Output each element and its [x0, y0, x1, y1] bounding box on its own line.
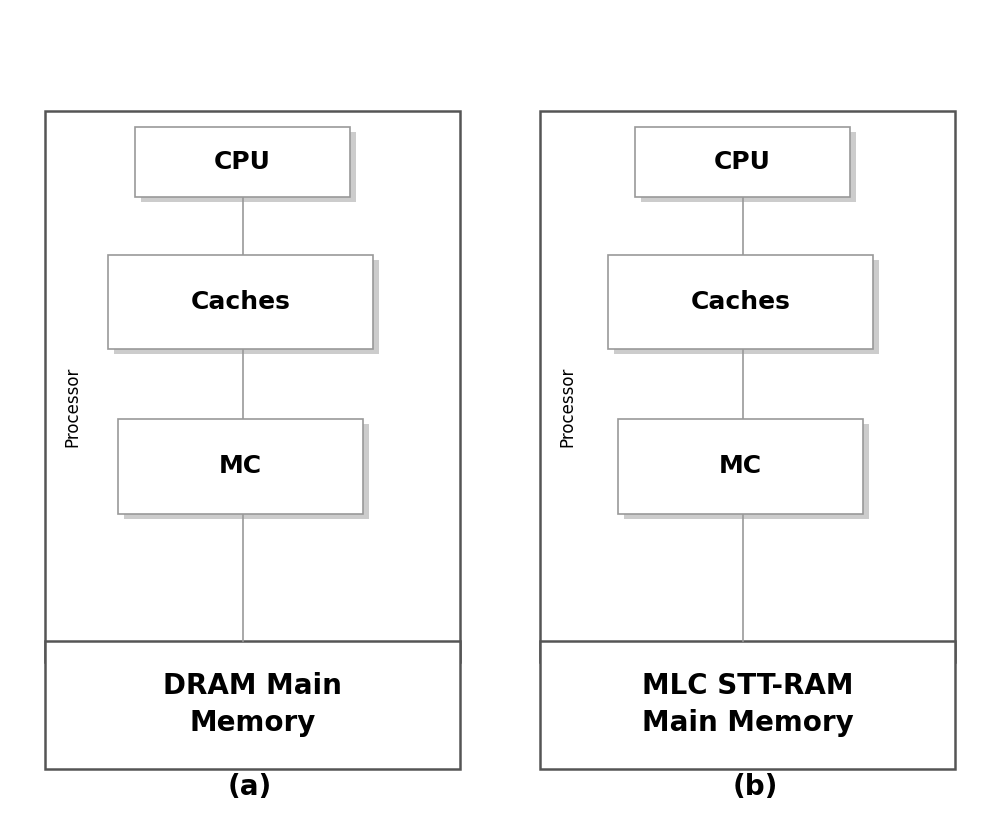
Bar	[135, 127, 350, 197]
Bar	[540, 641, 955, 769]
Text: Processor: Processor	[63, 367, 81, 447]
Bar	[141, 132, 356, 202]
Bar	[624, 424, 869, 519]
Bar	[641, 132, 856, 202]
Bar	[118, 419, 363, 514]
Bar	[608, 255, 873, 349]
Text: Caches: Caches	[191, 290, 290, 314]
Bar	[108, 255, 373, 349]
Text: MC: MC	[719, 455, 762, 478]
Text: CPU: CPU	[214, 150, 271, 174]
Bar	[124, 424, 369, 519]
Bar	[618, 419, 863, 514]
Text: CPU: CPU	[714, 150, 771, 174]
Bar	[635, 127, 850, 197]
Text: Processor: Processor	[558, 367, 576, 447]
Text: Caches: Caches	[691, 290, 790, 314]
Text: MLC STT-RAM
Main Memory: MLC STT-RAM Main Memory	[642, 672, 853, 737]
Bar	[114, 260, 379, 354]
Bar	[614, 260, 879, 354]
Text: (a): (a)	[228, 774, 272, 801]
Bar	[45, 111, 460, 662]
Bar	[45, 641, 460, 769]
Bar	[540, 111, 955, 662]
Text: (b): (b)	[732, 774, 778, 801]
Text: DRAM Main
Memory: DRAM Main Memory	[163, 672, 342, 737]
Text: MC: MC	[219, 455, 262, 478]
